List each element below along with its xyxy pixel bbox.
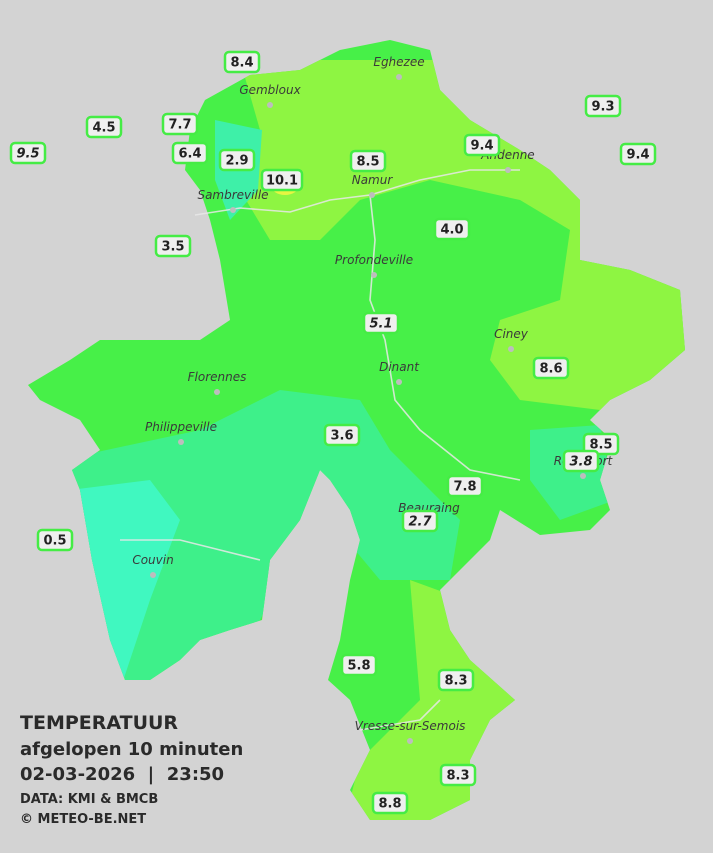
station-value: 8.5 — [356, 155, 379, 170]
station-value: 7.8 — [453, 480, 476, 495]
station-value: 9.4 — [470, 139, 493, 154]
station-value: 8.5 — [589, 438, 612, 453]
station-value: 8.4 — [230, 56, 253, 71]
station-labels: 8.4 4.5 7.7 9.5 6.4 2.9 10.1 8.5 9.4 9.3 9.4 3.5 4.0… — [9, 50, 657, 815]
station-box — [433, 217, 471, 241]
station-box — [371, 791, 409, 815]
city-dot — [178, 439, 184, 445]
station-box — [584, 94, 622, 118]
city-dot — [407, 738, 413, 744]
station-box — [532, 356, 570, 380]
station-box — [401, 509, 439, 533]
legend-subtitle: afgelopen 10 minuten — [20, 739, 243, 760]
station-value: 8.8 — [378, 797, 401, 812]
city-label: Eghezee — [373, 55, 424, 69]
city-label: Couvin — [132, 553, 173, 567]
city-dot — [505, 167, 511, 173]
city-label: Ciney — [494, 327, 529, 341]
station-box — [437, 668, 475, 692]
station-value: 9.4 — [626, 148, 649, 163]
rivers — [120, 169, 521, 731]
city-dot — [230, 207, 236, 213]
station-box — [349, 149, 387, 173]
station-value: 8.6 — [539, 362, 562, 377]
station-box — [154, 234, 192, 258]
legend-timestamp: 02-03-2026 | 23:50 — [20, 764, 224, 785]
station-value: 3.8 — [569, 455, 592, 470]
city-label: Gembloux — [239, 83, 301, 97]
city-label: Florennes — [188, 370, 247, 384]
legend-source: DATA: KMI & BMCB — [20, 792, 158, 807]
city-dot — [267, 102, 273, 108]
station-value: 3.5 — [161, 240, 184, 255]
station-box — [36, 528, 74, 552]
city-dot — [369, 192, 375, 198]
city-dot — [396, 74, 402, 80]
station-box — [218, 148, 256, 172]
station-value: 0.5 — [43, 534, 66, 549]
station-box — [463, 133, 501, 157]
city-dot — [371, 272, 377, 278]
station-box — [171, 141, 209, 165]
city-label: Philippeville — [145, 420, 217, 434]
city-dot — [396, 379, 402, 385]
station-box — [323, 423, 361, 447]
legend-copyright: © METEO-BE.NET — [20, 812, 146, 827]
city-dot — [580, 473, 586, 479]
legend: TEMPERATUUR afgelopen 10 minuten 02-03-2… — [20, 712, 243, 827]
legend-title: TEMPERATUUR — [20, 712, 178, 734]
station-box — [85, 115, 123, 139]
city-label: Dinant — [379, 360, 420, 374]
station-box — [362, 311, 400, 335]
station-value: 5.8 — [347, 659, 370, 674]
station-box — [562, 449, 600, 473]
station-box — [9, 141, 47, 165]
city-dot — [214, 389, 220, 395]
station-value: 2.9 — [225, 154, 248, 169]
station-box — [582, 432, 620, 456]
station-value: 10.1 — [266, 174, 298, 189]
station-value: 4.0 — [440, 223, 463, 238]
city-label: Profondeville — [335, 253, 413, 267]
city-label: Sambreville — [197, 188, 268, 202]
station-value: 9.3 — [591, 100, 614, 115]
city-label: Namur — [352, 173, 394, 187]
station-value: 4.5 — [92, 121, 115, 136]
station-value: 8.3 — [446, 769, 469, 784]
station-value: 3.6 — [330, 429, 353, 444]
station-box — [439, 763, 477, 787]
station-value: 2.7 — [408, 515, 432, 530]
station-box — [619, 142, 657, 166]
station-box — [223, 50, 261, 74]
station-value: 5.1 — [369, 317, 392, 332]
station-value: 8.3 — [444, 674, 467, 689]
station-value: 9.5 — [16, 147, 39, 162]
city-dot — [508, 346, 514, 352]
city-label: Vresse-sur-Semois — [355, 719, 466, 733]
station-value: 6.4 — [178, 147, 201, 162]
station-box — [161, 112, 199, 136]
station-box — [446, 474, 484, 498]
station-box — [260, 168, 304, 192]
station-value: 7.7 — [168, 118, 191, 133]
station-box — [340, 653, 378, 677]
city-dot — [150, 572, 156, 578]
